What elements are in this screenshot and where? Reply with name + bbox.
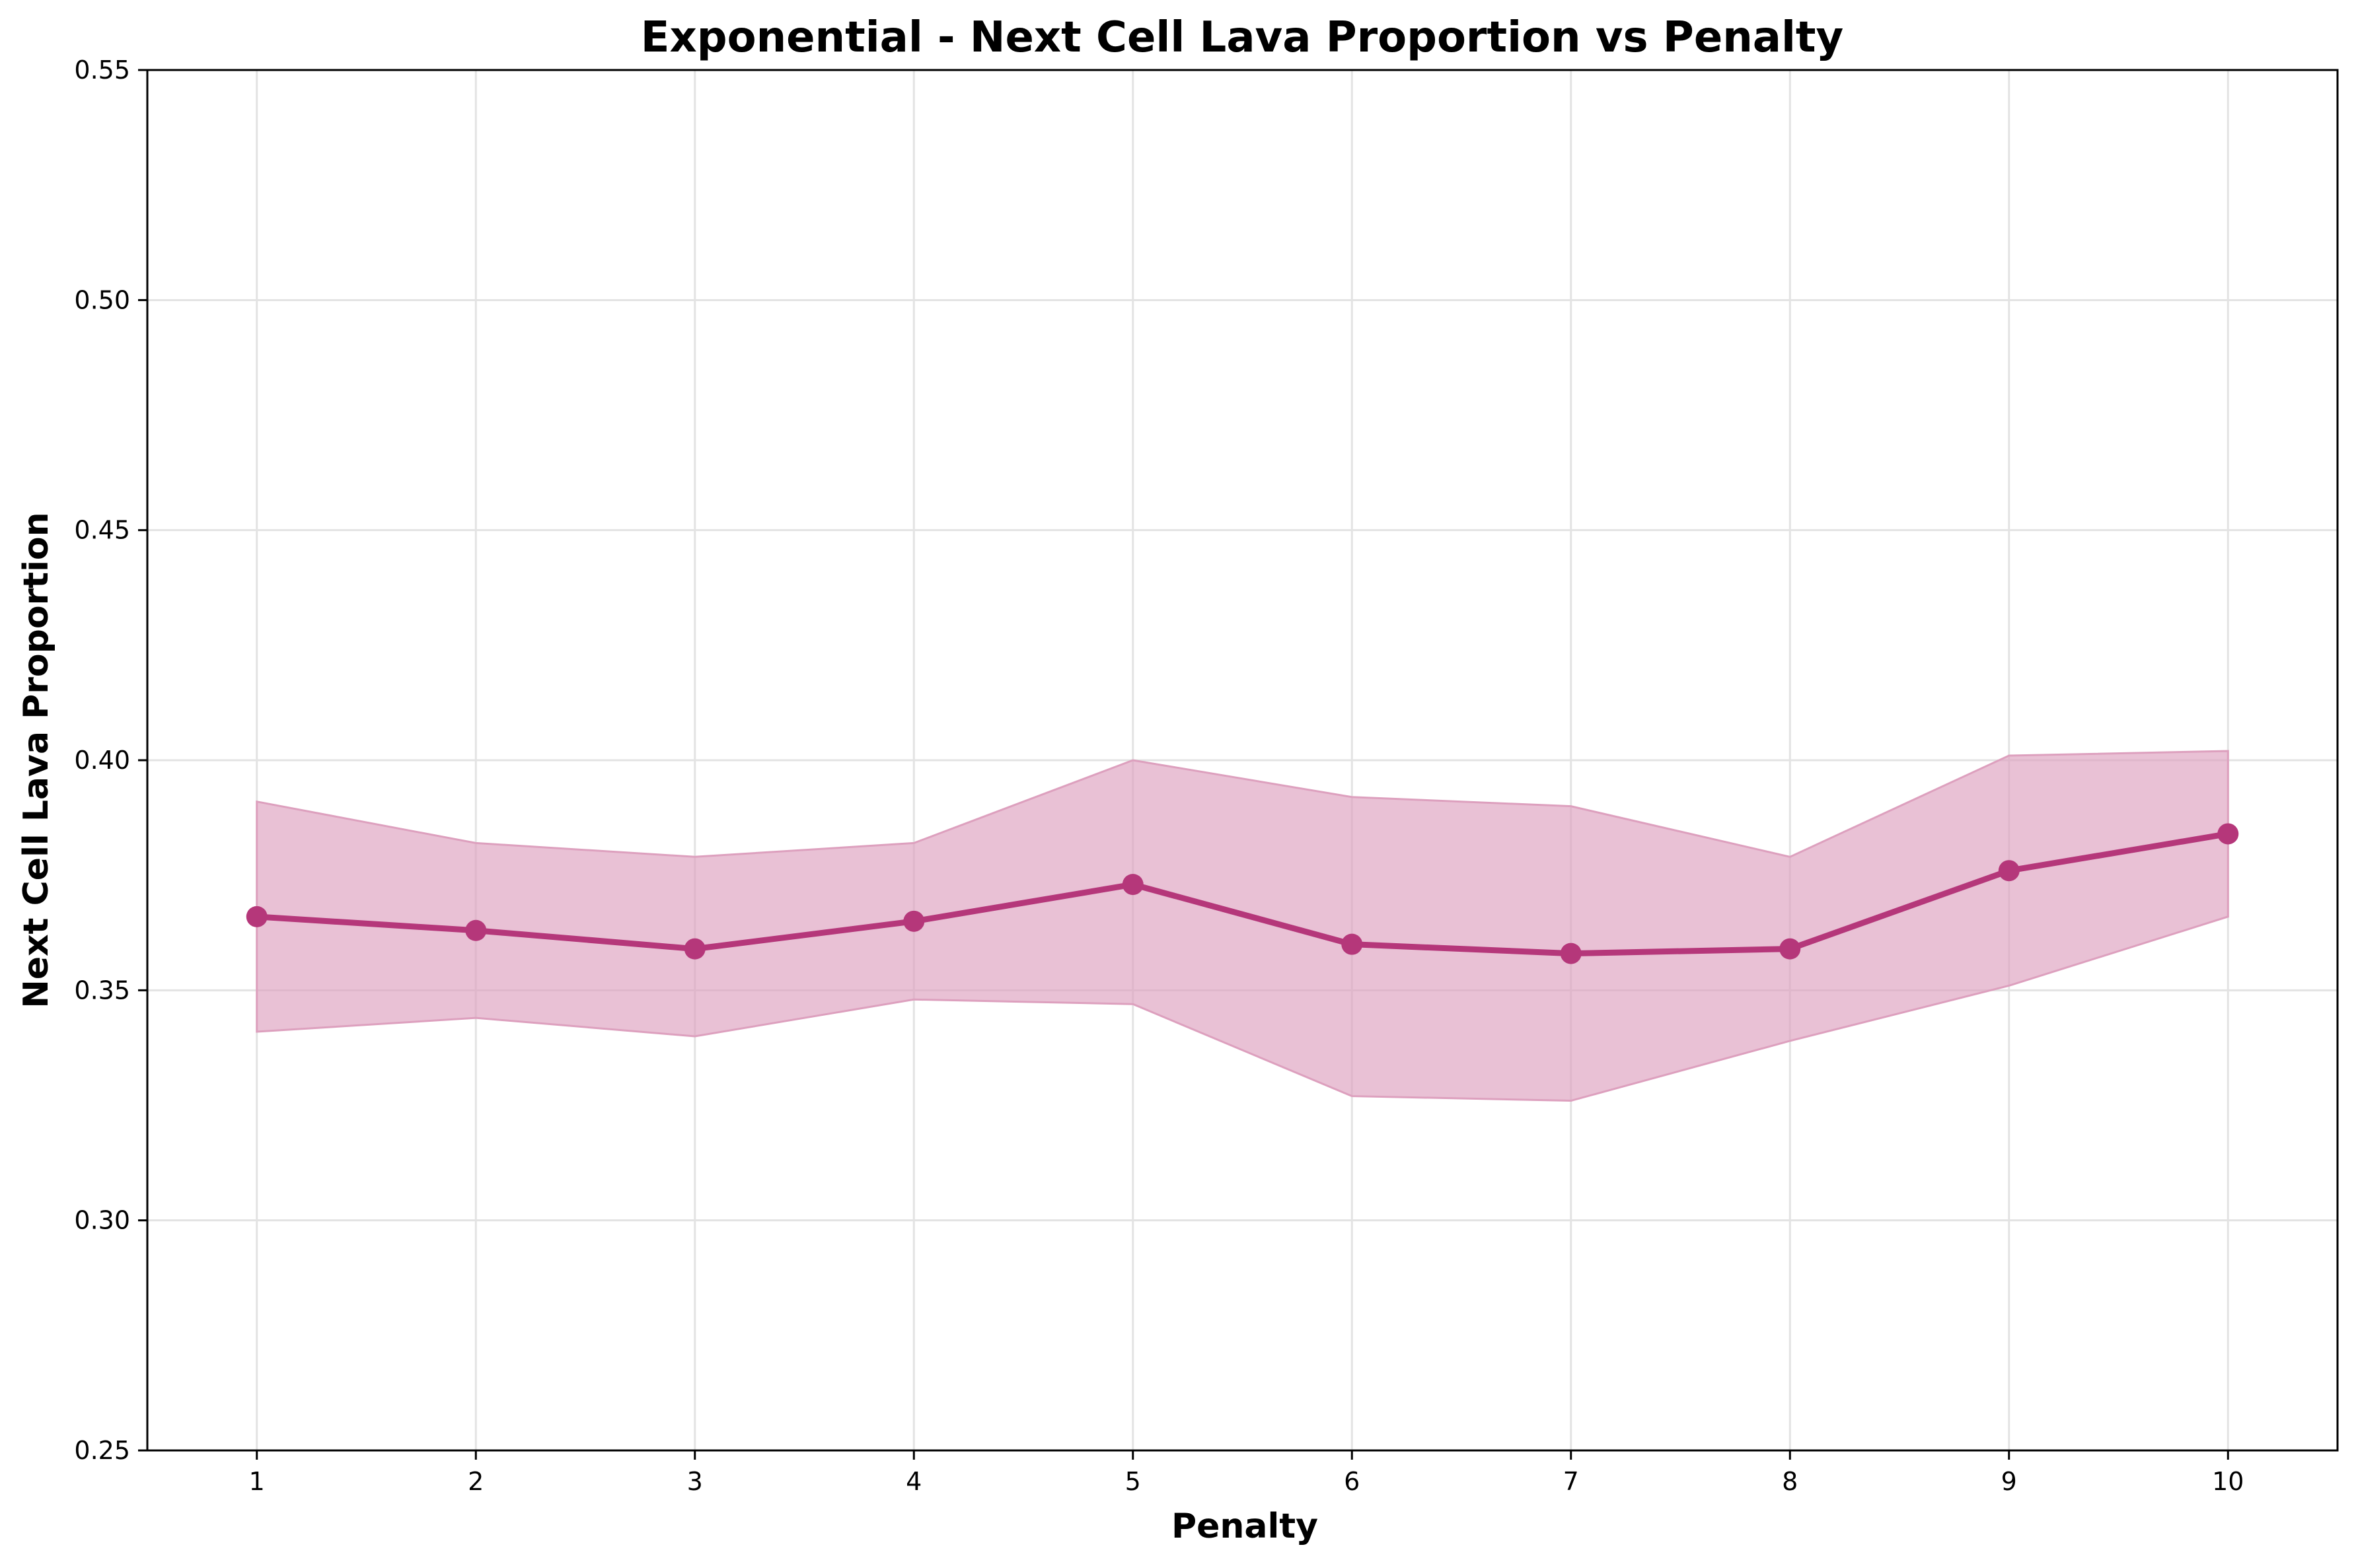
- data-point: [1998, 860, 2020, 882]
- y-tick-label: 0.25: [74, 1436, 130, 1465]
- y-tick-layer: 0.25 0.30 0.35 0.40 0.45 0.50 0.55: [74, 55, 147, 1465]
- x-axis-label: Penalty: [1171, 1507, 1318, 1546]
- data-point: [1341, 933, 1363, 955]
- x-tick-label: 9: [2001, 1467, 2017, 1496]
- x-tick-label: 2: [468, 1467, 484, 1496]
- y-tick-label: 0.55: [74, 55, 130, 85]
- x-tick-label: 5: [1125, 1467, 1141, 1496]
- data-point: [465, 919, 487, 941]
- x-tick-label: 8: [1782, 1467, 1798, 1496]
- data-point: [1122, 874, 1144, 896]
- point-layer: [246, 823, 2239, 964]
- y-tick-label: 0.45: [74, 516, 130, 545]
- data-point: [1560, 943, 1582, 964]
- confidence-band: [256, 750, 2229, 1102]
- x-tick-label: 10: [2212, 1467, 2244, 1496]
- y-tick-label: 0.40: [74, 746, 130, 775]
- y-tick-label: 0.50: [74, 285, 130, 314]
- x-tick-label: 6: [1344, 1467, 1360, 1496]
- series-line: [254, 830, 2231, 957]
- data-point: [246, 906, 268, 927]
- data-point: [1779, 938, 1801, 960]
- line-layer: [254, 830, 2231, 957]
- x-tick-label: 7: [1563, 1467, 1579, 1496]
- y-tick-label: 0.30: [74, 1206, 130, 1235]
- band-layer: [256, 750, 2229, 1102]
- y-axis-label: Next Cell Lava Proportion: [17, 512, 56, 1008]
- y-tick-label: 0.35: [74, 976, 130, 1005]
- x-tick-label: 1: [249, 1467, 265, 1496]
- data-point: [684, 938, 706, 960]
- x-tick-layer: 1 2 3 4 5 6 7 8 9 10: [249, 1450, 2244, 1496]
- x-tick-label: 4: [906, 1467, 922, 1496]
- chart-title: Exponential - Next Cell Lava Proportion …: [641, 13, 1843, 62]
- x-tick-label: 3: [687, 1467, 703, 1496]
- data-point: [903, 910, 925, 932]
- data-point: [2217, 823, 2239, 845]
